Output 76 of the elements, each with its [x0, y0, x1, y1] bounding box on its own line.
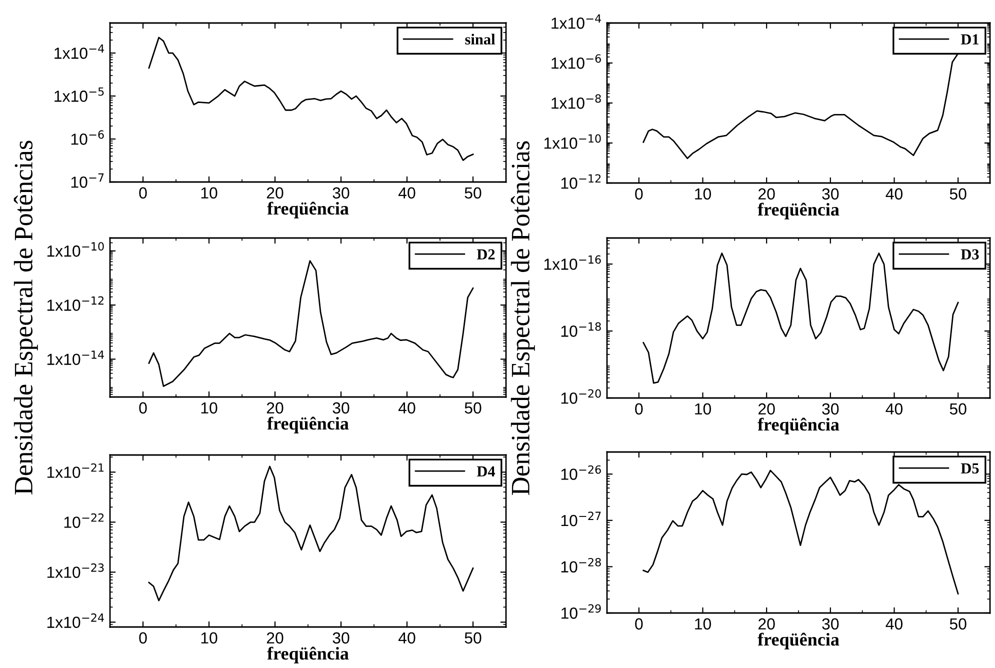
x-tick-label: 40 [886, 188, 903, 200]
x-tick-label: 50 [950, 403, 966, 415]
x-tick-label: 30 [822, 403, 839, 415]
x-tick-label: 50 [950, 188, 966, 200]
x-axis-title: freqüência [758, 632, 840, 650]
y-tick-label: 10$^{−7}$ [71, 173, 104, 188]
y-axis-title: Densidade Espectral de Potências [510, 141, 535, 495]
x-tick-label: 20 [266, 187, 284, 199]
x-tick-label: 20 [758, 188, 775, 200]
x-axis-title: freqüência [267, 202, 349, 218]
x-tick-label: 40 [398, 402, 416, 414]
x-tick-label: 0 [635, 618, 643, 630]
y-tick-label: 1x10$^{−4}$ [54, 44, 104, 59]
x-tick-label: 20 [266, 632, 284, 644]
y-tick-label: 10$^{−26}$ [561, 465, 601, 480]
x-tick-label: 0 [635, 403, 643, 415]
y-tick-label: 1x10$^{−8}$ [552, 94, 601, 109]
y-tick-label: 10$^{−18}$ [561, 322, 601, 337]
x-tick-label: 40 [398, 632, 416, 644]
y-tick-label: 1x10$^{−5}$ [54, 87, 104, 102]
x-tick-label: 40 [886, 403, 903, 415]
legend-label: D3 [960, 249, 979, 260]
x-tick-label: 30 [332, 402, 350, 414]
y-tick-label: 1x10$^{−14}$ [47, 350, 104, 365]
x-tick-label: 0 [139, 402, 147, 414]
x-tick-label: 30 [822, 188, 839, 200]
y-tick-label: 10$^{−27}$ [561, 512, 601, 526]
y-axis-title: Densidade Espectral de Potências [14, 140, 38, 494]
legend-label: D1 [960, 34, 979, 44]
x-tick-label: 10 [695, 618, 712, 630]
x-tick-label: 20 [758, 403, 775, 415]
legend-label: D5 [960, 463, 979, 474]
legend-label: D2 [476, 249, 495, 260]
x-tick-label: 10 [695, 403, 712, 415]
legend-label: D4 [476, 466, 496, 476]
y-tick-label: 1x10$^{−23}$ [47, 563, 104, 578]
x-tick-label: 20 [266, 402, 284, 414]
y-tick-label: 1x10$^{−12}$ [47, 296, 104, 311]
x-tick-label: 10 [201, 187, 218, 199]
y-tick-label: 1x10$^{−10}$ [47, 242, 104, 257]
legend-label: sinal [465, 34, 496, 45]
y-tick-label: 10$^{−29}$ [562, 604, 601, 619]
y-tick-label: 10$^{−6}$ [71, 130, 104, 145]
x-tick-label: 10 [201, 632, 218, 644]
y-tick-label: 1x10$^{−10}$ [544, 134, 601, 149]
x-tick-label: 0 [139, 187, 147, 199]
x-tick-label: 0 [635, 188, 643, 200]
y-tick-label: 10$^{−22}$ [64, 513, 104, 528]
x-tick-label: 50 [464, 402, 482, 414]
x-tick-label: 0 [139, 632, 147, 644]
y-tick-label: 1x10$^{−6}$ [552, 54, 601, 69]
x-tick-label: 50 [464, 187, 482, 199]
x-tick-label: 40 [398, 187, 416, 199]
y-tick-label: 1x10$^{−16}$ [544, 255, 601, 270]
x-tick-label: 50 [464, 632, 482, 644]
x-tick-label: 40 [886, 618, 903, 630]
line-series [148, 466, 474, 602]
x-tick-label: 10 [201, 402, 218, 414]
x-tick-label: 30 [332, 187, 350, 199]
x-axis-title: freqüência [267, 416, 349, 434]
y-tick-label: 1x10$^{−4}$ [552, 14, 602, 29]
x-axis-title: freqüência [267, 646, 349, 664]
y-tick-label: 1x10$^{−24}$ [47, 613, 104, 628]
x-tick-label: 10 [695, 188, 712, 200]
x-axis-title: freqüência [758, 418, 840, 434]
y-tick-label: 10$^{−28}$ [561, 558, 601, 573]
x-tick-label: 30 [822, 618, 839, 630]
x-axis-title: freqüência [758, 202, 840, 220]
x-tick-label: 30 [332, 632, 350, 644]
line-series [642, 252, 959, 384]
x-tick-label: 20 [758, 618, 775, 630]
line-series [148, 260, 474, 387]
y-tick-label: 10$^{−20}$ [561, 389, 601, 404]
y-tick-label: 1x10$^{−21}$ [47, 463, 104, 478]
y-tick-label: 10$^{−12}$ [561, 174, 601, 189]
x-tick-label: 50 [950, 618, 966, 630]
